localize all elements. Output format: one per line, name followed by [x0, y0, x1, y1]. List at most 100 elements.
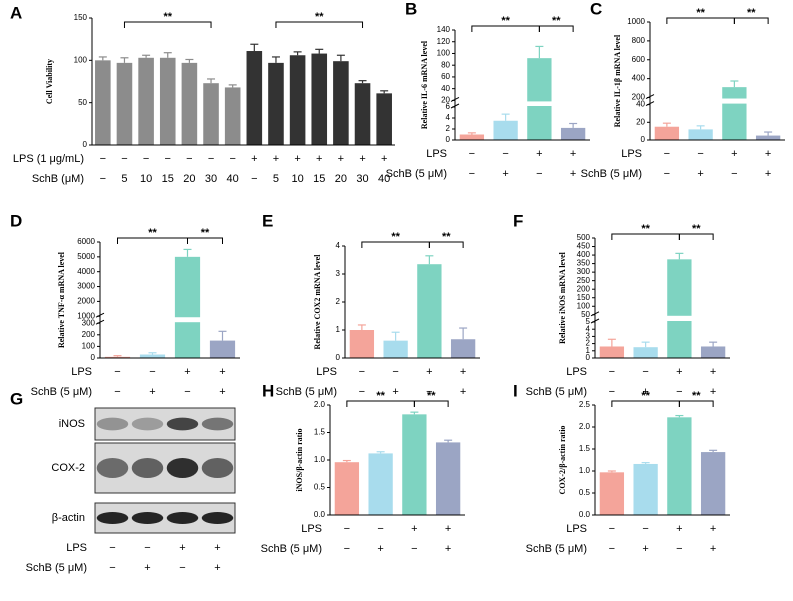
bar — [203, 83, 219, 145]
y-tick-label: 3 — [586, 332, 591, 341]
row-sign: + — [676, 366, 682, 378]
significance-label: ** — [391, 231, 400, 243]
row-sign: − — [359, 386, 365, 398]
y-tick-label: 800 — [632, 36, 646, 45]
y-tick-label: 2000 — [77, 297, 95, 306]
row-label: SchB (5 μM) — [581, 168, 642, 180]
bar — [667, 259, 692, 358]
row-label: LPS — [301, 523, 322, 535]
bar — [688, 129, 713, 140]
y-tick-label: 3 — [336, 269, 341, 278]
y-tick-label: 4 — [586, 324, 591, 333]
row-label: SchB (5 μM) — [526, 386, 587, 398]
panel-letter: H — [262, 381, 274, 400]
panel-letter: D — [10, 211, 22, 230]
significance-label: ** — [696, 7, 705, 19]
row-sign: + — [214, 542, 220, 554]
y-tick-label: 50 — [78, 98, 87, 107]
y-tick-label: 80 — [441, 60, 450, 69]
row-sign: + — [273, 153, 279, 165]
blot-band — [166, 417, 199, 431]
bar — [459, 134, 485, 140]
significance-label: ** — [692, 223, 701, 235]
row-sign: + — [710, 523, 716, 535]
row-sign: 15 — [313, 173, 325, 185]
row-sign: − — [469, 168, 475, 180]
y-tick-label: 2 — [586, 339, 591, 348]
row-sign: 30 — [205, 173, 217, 185]
y-tick-label: 2 — [336, 297, 341, 306]
row-sign: − — [344, 543, 350, 555]
axis-break-gap — [451, 101, 590, 106]
significance-label: ** — [552, 15, 561, 27]
row-sign: + — [219, 386, 225, 398]
row-sign: 10 — [291, 173, 303, 185]
bar — [333, 61, 349, 145]
row-sign: − — [697, 148, 703, 160]
row-sign: − — [184, 386, 190, 398]
row-sign: 40 — [378, 173, 390, 185]
y-tick-label: 100 — [437, 49, 451, 58]
significance-label: ** — [501, 15, 510, 27]
y-tick-label: 140 — [437, 25, 451, 34]
bar — [402, 414, 427, 515]
bar — [755, 135, 781, 140]
bar — [376, 93, 392, 145]
bar — [633, 347, 658, 358]
y-axis-label: iNOS/β-actin ratio — [295, 428, 304, 491]
row-sign: + — [642, 386, 648, 398]
significance-bracket — [678, 233, 714, 240]
y-tick-label: 100 — [82, 342, 96, 351]
y-tick-label: 0.0 — [579, 510, 591, 519]
row-label: LPS — [316, 366, 337, 378]
significance-label: ** — [376, 390, 385, 402]
y-tick-label: 0.5 — [579, 488, 591, 497]
axis-break-gap — [96, 317, 240, 323]
y-tick-label: 5000 — [77, 252, 95, 261]
row-sign: − — [642, 523, 648, 535]
row-label: LPS — [71, 366, 92, 378]
row-sign: + — [359, 153, 365, 165]
row-sign: − — [143, 153, 149, 165]
row-sign: − — [359, 366, 365, 378]
row-sign: − — [149, 366, 155, 378]
bar — [493, 120, 518, 140]
band-label: iNOS — [59, 418, 85, 430]
significance-label: ** — [692, 390, 701, 402]
y-tick-label: 100 — [577, 301, 591, 310]
row-sign: − — [609, 366, 615, 378]
y-tick-label: 400 — [632, 74, 646, 83]
row-label: SchB (5 μM) — [386, 168, 447, 180]
y-tick-label: 1.0 — [314, 455, 326, 464]
row-sign: 20 — [335, 173, 347, 185]
significance-bracket — [428, 241, 464, 248]
panel-letter: A — [10, 3, 22, 22]
y-tick-label: 2.0 — [579, 422, 591, 431]
row-label: SchB (5 μM) — [276, 386, 337, 398]
bar — [349, 330, 375, 358]
row-sign: + — [381, 153, 387, 165]
row-sign: − — [642, 366, 648, 378]
significance-label: ** — [201, 227, 210, 239]
y-tick-label: 4 — [336, 241, 341, 250]
bar — [104, 356, 131, 358]
panel-letter: B — [405, 0, 417, 18]
row-sign: − — [502, 148, 508, 160]
y-tick-label: 20 — [636, 117, 645, 126]
row-sign: − — [100, 153, 106, 165]
blot-band — [166, 458, 199, 478]
significance-label: ** — [747, 7, 756, 19]
y-tick-label: 0 — [641, 135, 646, 144]
bar — [174, 256, 201, 358]
bar — [527, 58, 552, 140]
row-label: LPS — [426, 148, 447, 160]
significance-bracket — [275, 21, 364, 28]
row-sign: + — [445, 543, 451, 555]
y-tick-label: 450 — [577, 242, 591, 251]
panel-letter: I — [513, 381, 518, 400]
row-sign: 5 — [121, 173, 127, 185]
blot-band — [201, 512, 234, 524]
blot-band — [166, 512, 199, 524]
y-tick-label: 0 — [586, 353, 591, 362]
